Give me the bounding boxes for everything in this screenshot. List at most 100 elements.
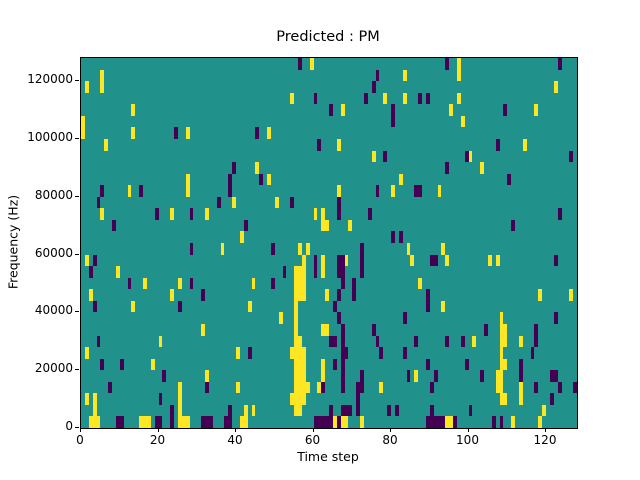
heatmap-cell	[158, 393, 163, 405]
heatmap-cell	[503, 323, 508, 336]
heatmap-cell	[437, 185, 442, 197]
heatmap-cell	[332, 358, 337, 371]
heatmap-cell	[499, 323, 504, 336]
heatmap-cell	[119, 416, 124, 428]
heatmap-cell	[441, 300, 446, 313]
heatmap-cell	[301, 358, 306, 371]
x-tick-label: 0	[76, 433, 84, 447]
heatmap-cell	[298, 393, 302, 405]
heatmap-cell	[170, 404, 174, 417]
heatmap-cell	[410, 254, 415, 267]
heatmap-cell	[379, 347, 384, 359]
heatmap-cell	[433, 370, 438, 382]
heatmap-cell	[100, 69, 105, 82]
heatmap-cell	[336, 266, 341, 278]
plot-area	[80, 57, 578, 429]
heatmap-cell	[329, 404, 333, 417]
heatmap-cell	[100, 208, 105, 220]
heatmap-cell	[398, 173, 403, 186]
x-tick-label: 40	[227, 433, 243, 447]
heatmap-cell	[379, 381, 384, 394]
heatmap-cell	[313, 254, 318, 267]
heatmap-cell	[301, 266, 306, 278]
heatmap-cell	[243, 219, 248, 232]
x-tick-label: 120	[533, 433, 557, 447]
heatmap-cell	[499, 370, 504, 382]
heatmap-cell	[119, 358, 124, 371]
heatmap-cell	[383, 150, 388, 163]
heatmap-cell	[270, 243, 275, 255]
heatmap-cell	[499, 358, 504, 371]
heatmap-cell	[336, 185, 341, 197]
chart-title: Predicted : PM	[276, 29, 380, 45]
heatmap-cell	[325, 289, 329, 301]
heatmap-cell	[418, 185, 422, 197]
heatmap-cell	[530, 347, 535, 359]
x-tick-label: 60	[304, 433, 321, 447]
heatmap-cell	[464, 358, 469, 371]
heatmap-cell	[325, 416, 329, 428]
heatmap-cell	[344, 404, 349, 417]
heatmap-cell	[445, 416, 450, 428]
heatmap-cell	[425, 358, 430, 371]
heatmap-cell	[336, 254, 341, 267]
heatmap-cell	[201, 323, 205, 336]
heatmap-cell	[154, 416, 159, 428]
heatmap-cell	[115, 266, 120, 278]
heatmap-cell	[208, 416, 213, 428]
heatmap-cell	[177, 393, 182, 405]
heatmap-cell	[282, 266, 287, 278]
heatmap-cell	[487, 254, 492, 267]
heatmap-cell	[185, 185, 190, 197]
heatmap-cell	[499, 312, 504, 324]
heatmap-cell	[294, 289, 298, 301]
heatmap-cell	[414, 335, 419, 348]
heatmap-cell	[503, 335, 508, 348]
heatmap-cell	[232, 196, 236, 209]
heatmap-cell	[360, 370, 364, 382]
heatmap-cell	[375, 335, 380, 348]
heatmap-cell	[313, 92, 318, 105]
heatmap-cell	[84, 393, 89, 405]
heatmap-cell	[418, 92, 422, 105]
heatmap-cell	[228, 185, 233, 197]
heatmap-cell	[170, 208, 174, 220]
heatmap-cell	[356, 381, 360, 394]
heatmap-cell	[437, 416, 442, 428]
heatmap-cell	[394, 404, 399, 417]
heatmap-cell	[298, 335, 302, 348]
heatmap-cell	[185, 173, 190, 186]
heatmap-cell	[177, 404, 182, 417]
y-tick-label: 40000	[34, 303, 73, 318]
heatmap-cell	[298, 381, 302, 394]
heatmap-cell	[251, 404, 256, 417]
heatmap-cell	[518, 358, 523, 371]
heatmap-cell	[332, 416, 337, 428]
heatmap-cell	[453, 416, 457, 428]
heatmap-cell	[503, 358, 508, 371]
heatmap-cell	[321, 254, 326, 267]
heatmap-cell	[456, 69, 461, 82]
heatmap-cell	[143, 416, 147, 428]
heatmap-cell	[406, 370, 411, 382]
heatmap-cell	[360, 254, 364, 267]
x-tick-label: 100	[456, 433, 479, 447]
heatmap-cell	[445, 335, 450, 348]
heatmap-cell	[495, 370, 500, 382]
heatmap-cell	[301, 370, 306, 382]
heatmap-cell	[88, 416, 93, 428]
heatmap-cell	[340, 323, 345, 336]
heatmap-cell	[92, 300, 97, 313]
heatmap-cell	[88, 289, 93, 301]
heatmap-cell	[484, 323, 488, 336]
x-tick-mark	[235, 428, 236, 432]
heatmap-cell	[557, 208, 562, 220]
x-tick-label: 80	[382, 433, 398, 447]
heatmap-cell	[534, 323, 539, 336]
heatmap-cell	[108, 381, 112, 394]
heatmap-cell	[131, 127, 136, 139]
heatmap-cell	[228, 404, 233, 417]
heatmap-cell	[518, 370, 523, 382]
heatmap-cell	[84, 347, 89, 359]
heatmap-cell	[402, 347, 407, 359]
